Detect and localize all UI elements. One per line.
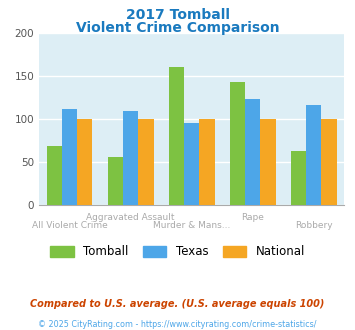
Bar	[169, 67, 184, 205]
Text: Compared to U.S. average. (U.S. average equals 100): Compared to U.S. average. (U.S. average …	[30, 299, 325, 309]
Bar	[200, 119, 214, 205]
Bar	[77, 119, 92, 205]
Bar	[261, 119, 275, 205]
Bar	[230, 82, 245, 205]
Text: Violent Crime Comparison: Violent Crime Comparison	[76, 21, 279, 35]
Bar	[184, 123, 200, 205]
Text: Murder & Mans...: Murder & Mans...	[153, 221, 230, 230]
Bar	[291, 151, 306, 205]
Legend: Tomball, Texas, National: Tomball, Texas, National	[45, 241, 310, 263]
Text: Aggravated Assault: Aggravated Assault	[86, 213, 175, 221]
Bar	[108, 157, 123, 205]
Bar	[47, 146, 62, 205]
Bar	[306, 105, 322, 205]
Bar	[245, 99, 261, 205]
Text: Rape: Rape	[241, 213, 264, 221]
Text: © 2025 CityRating.com - https://www.cityrating.com/crime-statistics/: © 2025 CityRating.com - https://www.city…	[38, 320, 317, 329]
Bar	[322, 119, 337, 205]
Bar	[62, 109, 77, 205]
Bar	[138, 119, 153, 205]
Bar	[123, 111, 138, 205]
Text: 2017 Tomball: 2017 Tomball	[126, 8, 229, 22]
Text: All Violent Crime: All Violent Crime	[32, 221, 108, 230]
Text: Robbery: Robbery	[295, 221, 333, 230]
